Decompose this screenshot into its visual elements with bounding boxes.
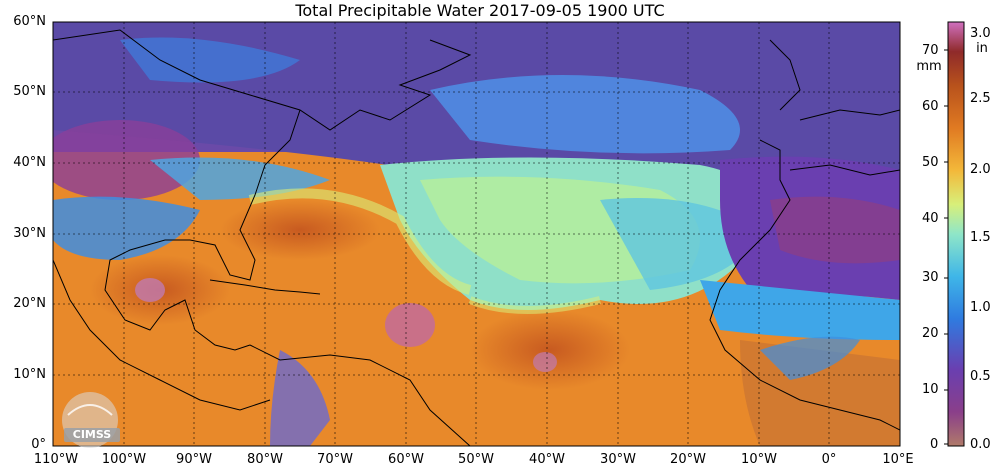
lat-label: 0° (31, 437, 46, 452)
lon-label: 110°W (33, 452, 79, 467)
lon-label: 30°W (600, 452, 636, 467)
lon-label: 40°W (529, 452, 565, 467)
lon-label: 80°W (247, 452, 283, 467)
graticule (53, 22, 900, 446)
map-title: Total Precipitable Water 2017-09-05 1900… (295, 1, 665, 20)
lon-label: 20°W (670, 452, 706, 467)
colorbar-in-tick: 2.5 (970, 91, 991, 106)
colorbar-ticks (944, 49, 948, 445)
lon-label: 100°W (101, 452, 147, 467)
lon-label: 70°W (317, 452, 353, 467)
colorbar-mm-tick: 40 (922, 211, 939, 226)
lat-label: 60°N (13, 14, 46, 29)
lon-label: 0° (821, 452, 837, 467)
colorbar-in-tick: 1.0 (970, 300, 991, 315)
map-frame (52, 21, 901, 447)
lon-label: 10°E (882, 452, 914, 467)
colorbar-mm-tick: 20 (922, 326, 939, 341)
colorbar-mm-tick: 50 (922, 155, 939, 170)
lat-label: 40°N (13, 155, 46, 170)
colorbar-in-tick: 2.0 (970, 162, 991, 177)
lon-label: 60°W (388, 452, 424, 467)
lon-label: 90°W (176, 452, 212, 467)
coastlines (53, 29, 900, 446)
colorbar-mm-tick: 70 (922, 43, 939, 58)
colorbar-in-tick: 0.0 (970, 437, 991, 452)
colorbar-mm-unit: mm (916, 59, 942, 74)
colorbar-mm-tick: 10 (922, 382, 939, 397)
colorbar-mm-tick: 60 (922, 99, 939, 114)
colorbar-in-unit: in (976, 41, 988, 56)
cimss-logo-text: CIMSS (72, 428, 112, 441)
lon-label: 50°W (458, 452, 494, 467)
colorbar-mm-tick: 0 (930, 437, 939, 452)
colorbar-in-tick: 3.0 (970, 26, 991, 41)
lat-label: 10°N (13, 367, 46, 382)
lat-label: 50°N (13, 84, 46, 99)
cimss-logo (62, 392, 120, 448)
colorbar-in-tick: 0.5 (970, 369, 991, 384)
colorbar-in-tick: 1.5 (970, 230, 991, 245)
lat-label: 20°N (13, 296, 46, 311)
colorbar-mm-tick: 30 (922, 270, 939, 285)
lon-label: 10°W (741, 452, 777, 467)
lat-label: 30°N (13, 226, 46, 241)
colorbar (947, 21, 965, 447)
